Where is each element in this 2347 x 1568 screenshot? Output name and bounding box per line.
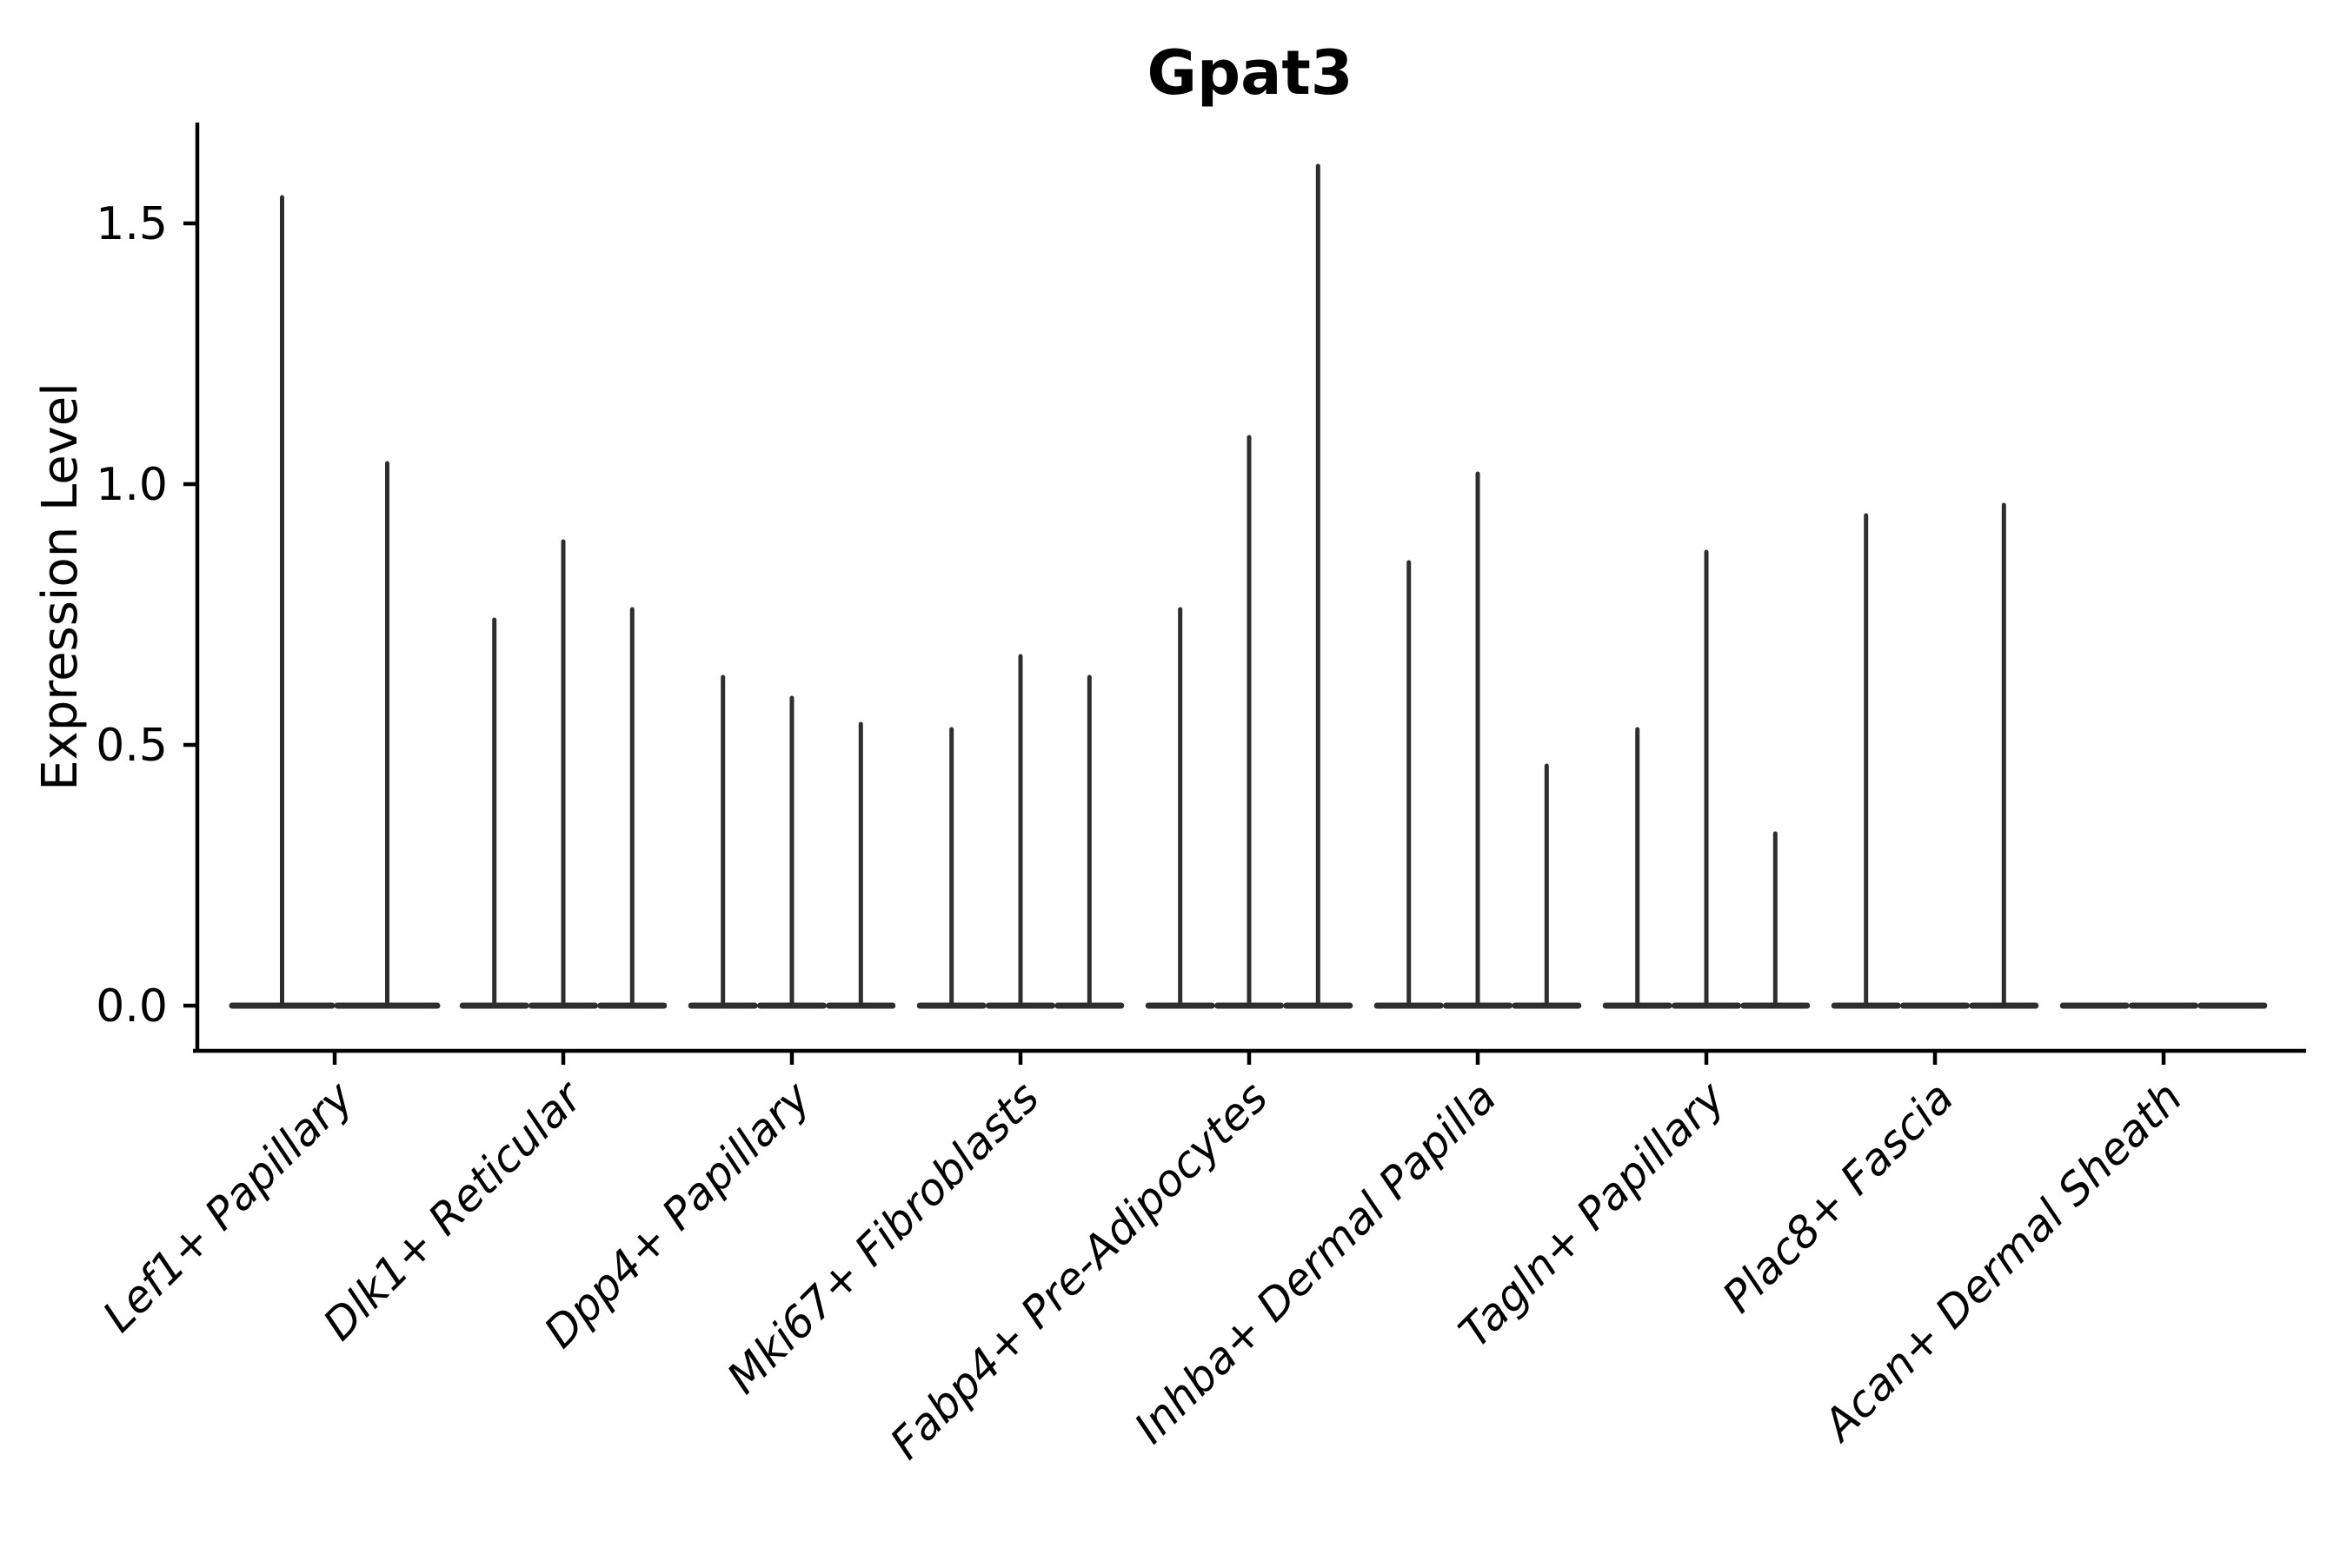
x-tick-label: Acan+ Dermal Sheath (1812, 1072, 2192, 1452)
violin-group (688, 674, 896, 1009)
x-tick-label: Plac8+ Fascia (1713, 1072, 1964, 1322)
violin-groups (229, 163, 2268, 1009)
y-tick-label: 1.0 (96, 459, 168, 511)
y-axis-ticks: 0.0 0.5 1.0 1.5 (96, 198, 197, 1033)
x-axis-ticks (332, 1051, 2166, 1065)
x-tick-label: Inhba+ Dermal Papilla (1125, 1072, 1506, 1452)
violin-group (916, 654, 1125, 1009)
x-tick-label: Lef1+ Papillary (93, 1071, 363, 1341)
violin-group (459, 539, 668, 1009)
violin-group (229, 195, 441, 1009)
violin-group (1831, 502, 2039, 1009)
y-tick-label: 1.5 (96, 198, 168, 250)
x-tick-label: Fabp4+ Pre-Adipocytes (881, 1072, 1278, 1469)
y-tick-label: 0.0 (96, 980, 168, 1033)
y-tick-label: 0.5 (96, 720, 168, 772)
chart-title: Gpat3 (1147, 37, 1353, 109)
violin-group (1602, 549, 1811, 1009)
violin-group (1373, 471, 1582, 1009)
violin-group (1145, 163, 1353, 1009)
y-axis-label: Expression Level (32, 382, 89, 791)
